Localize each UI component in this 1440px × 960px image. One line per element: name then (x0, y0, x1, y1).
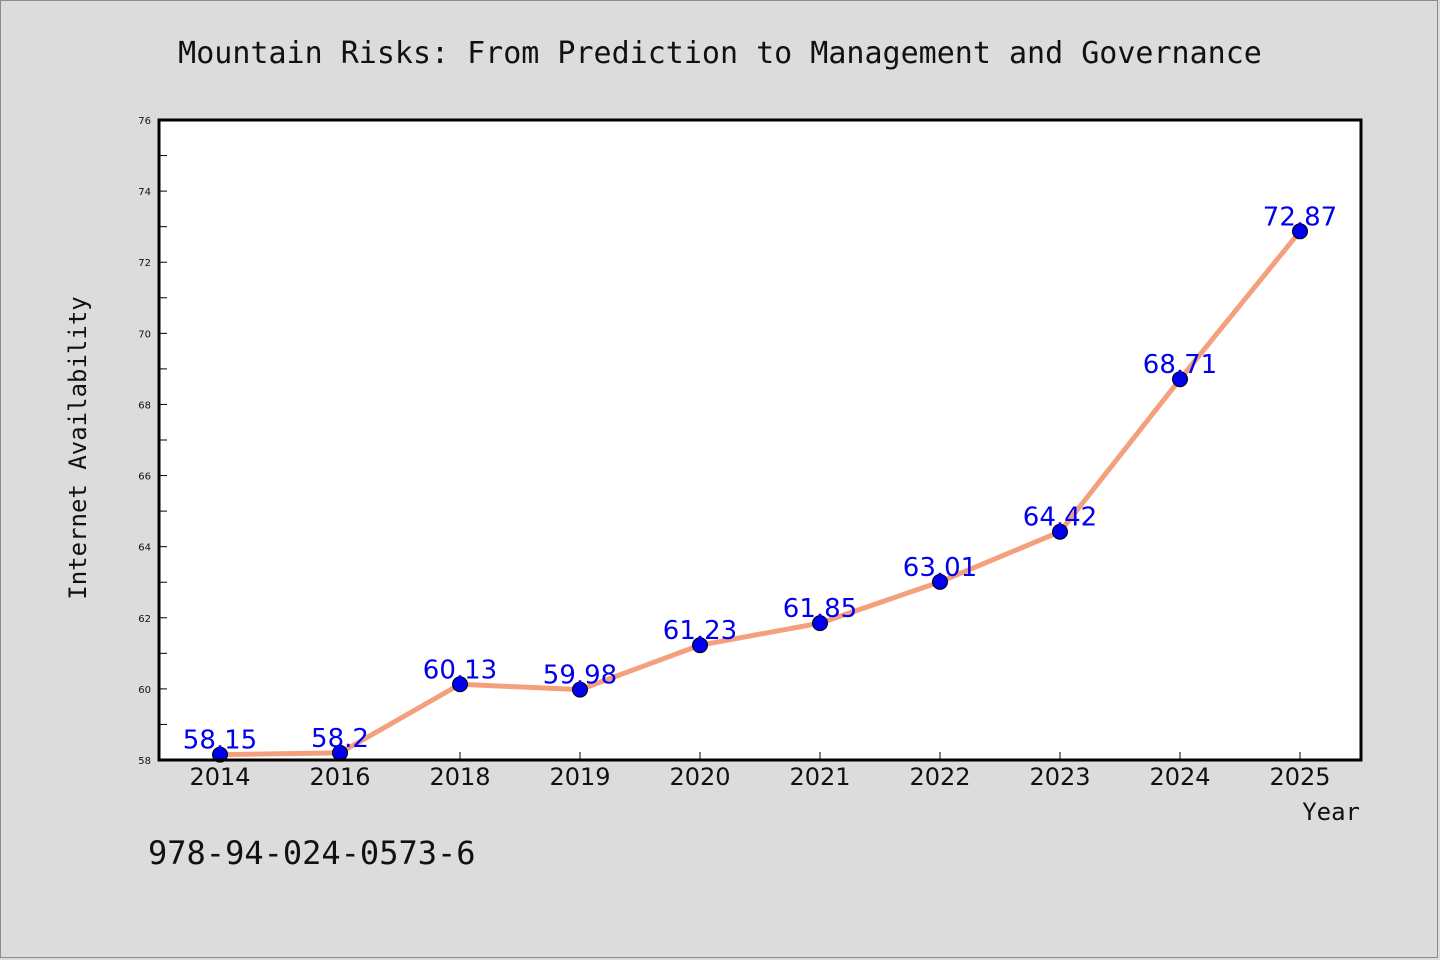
data-label: 60.13 (423, 655, 497, 685)
x-tick-label: 2016 (309, 763, 370, 791)
x-tick-label: 2025 (1269, 763, 1330, 791)
chart-title: Mountain Risks: From Prediction to Manag… (178, 36, 1262, 71)
y-tick-label: 70 (138, 329, 151, 340)
y-tick-label: 72 (138, 258, 151, 269)
y-tick-label: 66 (138, 472, 151, 483)
x-tick-label: 2024 (1149, 763, 1210, 791)
x-tick-label: 2018 (429, 763, 490, 791)
data-label: 72.87 (1263, 202, 1337, 232)
data-point (1052, 523, 1068, 540)
data-point (692, 637, 708, 654)
data-label-layer: 58.15 58.2 60.13 59.98 61.23 61.85 63.01 64.42 6… (183, 202, 1337, 755)
y-tick-label: 74 (138, 187, 151, 198)
y-tick-label: 60 (138, 685, 151, 696)
data-label: 59.98 (543, 661, 617, 691)
x-tick-label: 2022 (909, 763, 970, 791)
data-label: 58.2 (311, 724, 369, 754)
data-point (932, 573, 948, 590)
x-axis-title: Year (1302, 798, 1360, 826)
x-tick-label: 2014 (189, 763, 250, 791)
x-tick-label: 2023 (1029, 763, 1090, 791)
data-label: 63.01 (903, 553, 977, 583)
data-label: 58.15 (183, 726, 257, 756)
x-tick-label: 2019 (549, 763, 610, 791)
series-line (217, 228, 1303, 758)
x-axis: 2014 2016 2018 2019 2020 2021 2022 2023 2024 2025 (189, 752, 1331, 791)
y-tick-label: 64 (138, 543, 151, 554)
data-label: 64.42 (1023, 503, 1097, 533)
isbn-text: 978-94-024-0573-6 (148, 834, 476, 872)
data-point (452, 676, 468, 693)
data-label: 61.23 (663, 616, 737, 646)
data-label: 61.85 (783, 594, 857, 624)
plot-frame (157, 118, 1363, 762)
y-axis-title: Internet Availability (64, 296, 92, 599)
data-point (212, 746, 228, 763)
x-tick-label: 2020 (669, 763, 730, 791)
series-layer (212, 223, 1308, 763)
data-point (812, 615, 828, 632)
x-tick-label: 2021 (789, 763, 850, 791)
y-tick-label: 62 (138, 614, 151, 625)
data-point (1172, 371, 1188, 388)
data-point (1292, 223, 1308, 240)
y-tick-label: 76 (138, 116, 151, 127)
y-tick-label: 68 (138, 400, 151, 411)
y-tick-label: 58 (138, 756, 151, 767)
data-point (572, 681, 588, 698)
data-label: 68.71 (1143, 350, 1217, 380)
plot-area (159, 120, 1361, 760)
